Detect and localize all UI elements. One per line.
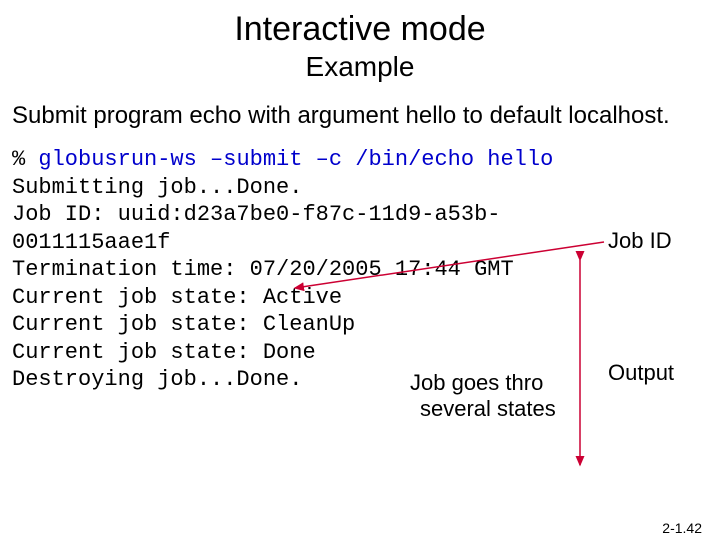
annotation-output: Output bbox=[608, 360, 674, 386]
slide: Interactive mode Example Submit program … bbox=[0, 10, 720, 540]
terminal-line: Submitting job...Done. bbox=[12, 175, 302, 200]
slide-number: 2-1.42 bbox=[662, 520, 702, 536]
terminal-line: 0011115aae1f bbox=[12, 230, 170, 255]
terminal-line: Current job state: Active bbox=[12, 285, 342, 310]
terminal-block: % globusrun-ws –submit –c /bin/echo hell… bbox=[12, 146, 708, 394]
command-text: globusrun-ws –submit –c /bin/echo hello bbox=[38, 147, 553, 172]
terminal-line: Current job state: CleanUp bbox=[12, 312, 355, 337]
annotation-job-goes: Job goes thro bbox=[410, 370, 543, 396]
description-text: Submit program echo with argument hello … bbox=[12, 101, 708, 130]
terminal-line: Current job state: Done bbox=[12, 340, 316, 365]
annotation-job-id: Job ID bbox=[608, 228, 672, 254]
prompt: % bbox=[12, 147, 25, 172]
slide-subtitle: Example bbox=[0, 51, 720, 83]
terminal-line: Termination time: 07/20/2005 17:44 GMT bbox=[12, 257, 514, 282]
slide-title: Interactive mode bbox=[0, 10, 720, 49]
terminal-line: Destroying job...Done. bbox=[12, 367, 302, 392]
annotation-several-states: several states bbox=[420, 396, 556, 422]
terminal-line: Job ID: uuid:d23a7be0-f87c-11d9-a53b- bbox=[12, 202, 500, 227]
